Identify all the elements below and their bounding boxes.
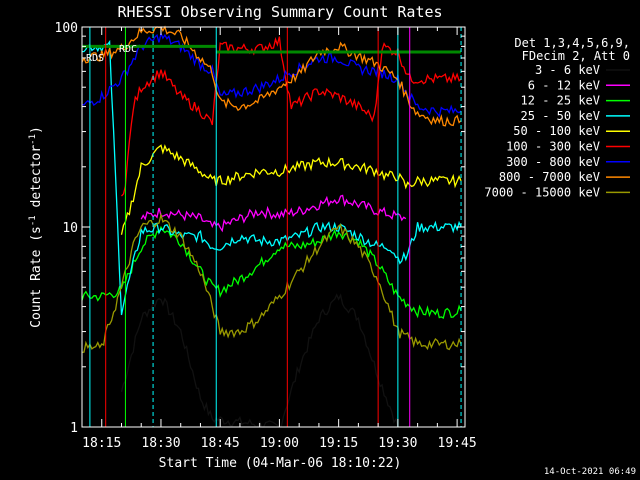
series-line-3 xyxy=(81,225,462,319)
y-axis-label: Count Rate (s-1 detector-1) xyxy=(28,126,44,328)
timestamp: 14-Oct-2021 06:49 xyxy=(544,467,636,477)
legend-label-2: 6 - 12 keV xyxy=(528,78,600,92)
legend-label-8: 800 - 7000 keV xyxy=(499,170,600,184)
series-line-6 xyxy=(121,36,462,197)
legend-info-line2: FDecim 2, Att 0 xyxy=(522,49,630,63)
x-tick-layer: 18:15 18:30 18:45 19:00 19:15 19:30 19:45 xyxy=(81,27,477,451)
annotation-rds: RDS xyxy=(86,53,104,64)
chart-title: RHESSI Observing Summary Count Rates xyxy=(117,3,442,21)
y-tick-label: 100 xyxy=(55,21,78,36)
x-tick-label: 18:30 xyxy=(141,436,180,451)
series-line-8 xyxy=(81,25,462,127)
legend-label-6: 100 - 300 keV xyxy=(506,140,600,154)
series-layer xyxy=(81,25,462,428)
x-tick-label: 18:15 xyxy=(82,436,121,451)
legend-label-5: 50 - 100 keV xyxy=(513,124,600,138)
y-tick-layer: 1 10 100 xyxy=(55,21,465,436)
x-tick-label: 19:00 xyxy=(260,436,299,451)
legend-label-1: 3 - 6 keV xyxy=(535,63,600,77)
legend-label-7: 300 - 800 keV xyxy=(506,155,600,169)
x-tick-label: 19:45 xyxy=(438,436,477,451)
y-tick-label: 10 xyxy=(62,221,78,236)
vertical-marker-layer xyxy=(89,27,462,427)
series-line-1 xyxy=(120,293,399,428)
x-axis-label: Start Time (04-Mar-06 18:10:22) xyxy=(159,456,402,471)
x-tick-label: 18:45 xyxy=(201,436,240,451)
legend-label-9: 7000 - 15000 keV xyxy=(484,185,600,199)
legend-label-3: 12 - 25 keV xyxy=(521,94,600,108)
series-line-9 xyxy=(81,212,462,353)
plot-area: 1 10 100 18:15 18:30 18:45 19:00 19:15 19:30 19:… xyxy=(55,21,477,451)
x-tick-label: 19:30 xyxy=(378,436,417,451)
legend-info-line1: Det 1,3,4,5,6,9, xyxy=(514,36,630,50)
series-line-5 xyxy=(120,144,462,235)
legend-label-4: 25 - 50 keV xyxy=(521,109,600,123)
annotation-rdc: RDC xyxy=(119,44,137,55)
y-tick-label: 1 xyxy=(70,421,78,436)
series-line-2 xyxy=(140,194,407,233)
x-tick-label: 19:15 xyxy=(319,436,358,451)
legend: Det 1,3,4,5,6,9, FDecim 2, Att 0 3 - 6 k… xyxy=(484,36,630,199)
